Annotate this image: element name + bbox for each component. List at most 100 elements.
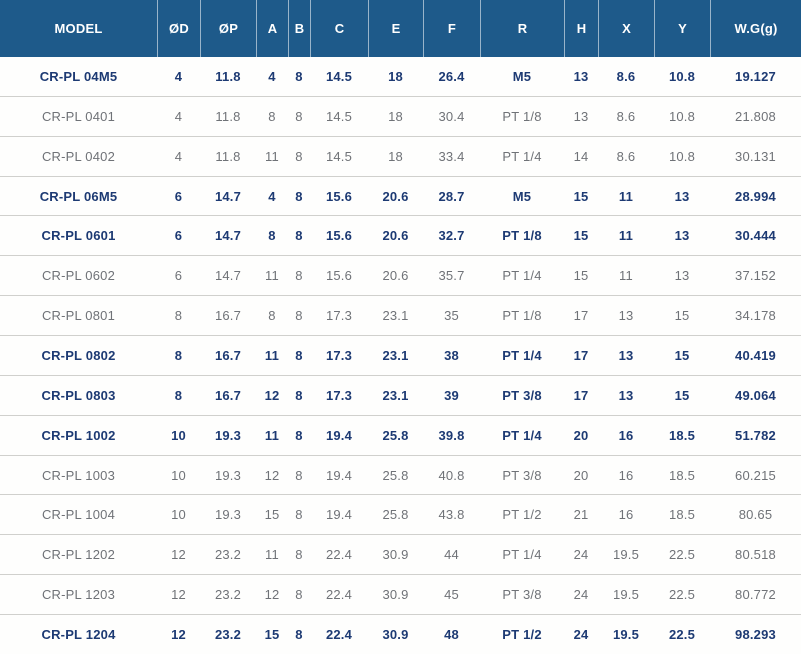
cell-model: CR-PL 0803 <box>41 387 116 403</box>
cell-b: 8 <box>295 148 303 164</box>
cell-h: 24 <box>573 587 589 603</box>
cell-x: 16 <box>618 507 634 523</box>
cell-y: 13 <box>674 268 690 284</box>
cell-c: 17.3 <box>325 308 353 324</box>
header-cell-model: MODEL <box>54 21 103 36</box>
table-row: CR-PL 0803 8 16.7 12 8 17.3 23.1 39 PT 3/8 17 13 15… <box>0 374 801 415</box>
cell-a: 8 <box>268 108 276 124</box>
cell-op: 14.7 <box>214 188 242 204</box>
cell-b: 8 <box>295 387 303 403</box>
header-cell-b: B <box>288 0 310 57</box>
cell-f: 40.8 <box>438 467 465 483</box>
cell-r: PT 3/8 <box>502 387 542 403</box>
table-row: CR-PL 1002 10 19.3 11 8 19.4 25.8 39.8 PT 1/4 20 1… <box>0 414 801 455</box>
cell-r: PT 1/4 <box>502 427 542 443</box>
cell-c: 15.6 <box>325 268 353 284</box>
table-body: CR-PL 04M5 4 11.8 4 8 14.5 18 26.4 M5 13 8.6 10.8 19… <box>0 57 801 654</box>
cell-f: 32.7 <box>438 228 465 244</box>
cell-h: 14 <box>573 148 589 164</box>
cell-model: CR-PL 0401 <box>41 108 116 124</box>
cell-a: 15 <box>264 626 280 642</box>
cell-y: 15 <box>674 387 690 403</box>
cell-wg: 40.419 <box>735 347 776 363</box>
cell-h: 15 <box>573 228 589 244</box>
cell-f: 26.4 <box>438 68 465 84</box>
cell-r: PT 1/4 <box>502 148 542 164</box>
cell-wg: 19.127 <box>735 68 776 84</box>
cell-b: 8 <box>295 308 303 324</box>
table-row: CR-PL 1004 10 19.3 15 8 19.4 25.8 43.8 PT 1/2 21 1… <box>0 494 801 535</box>
cell-e: 23.1 <box>382 347 409 363</box>
cell-y: 15 <box>674 347 690 363</box>
cell-e: 20.6 <box>382 188 409 204</box>
cell-h: 21 <box>573 507 589 523</box>
cell-od: 4 <box>174 108 183 124</box>
cell-op: 16.7 <box>214 387 242 403</box>
cell-y: 13 <box>674 228 690 244</box>
cell-b: 8 <box>295 188 303 204</box>
cell-model: CR-PL 1002 <box>41 427 116 443</box>
header-cell-wg: W.G(g) <box>710 0 801 57</box>
cell-f: 44 <box>444 547 459 563</box>
cell-y: 18.5 <box>668 467 696 483</box>
cell-r: PT 3/8 <box>502 587 542 603</box>
cell-f: 43.8 <box>438 507 465 523</box>
header-cell-h: H <box>564 0 598 57</box>
cell-x: 8.6 <box>616 108 636 124</box>
cell-h: 20 <box>573 427 589 443</box>
header-cell-a: A <box>256 0 288 57</box>
cell-c: 14.5 <box>325 68 353 84</box>
cell-r: PT 1/4 <box>502 268 542 284</box>
cell-x: 11 <box>619 268 633 284</box>
cell-wg: 98.293 <box>735 626 776 642</box>
cell-wg: 80.518 <box>735 547 776 563</box>
cell-f: 28.7 <box>438 188 465 204</box>
cell-b: 8 <box>295 228 303 244</box>
table-row: CR-PL 1204 12 23.2 15 8 22.4 30.9 48 PT 1/2 24 19.… <box>0 614 801 654</box>
cell-wg: 51.782 <box>735 427 776 443</box>
cell-model: CR-PL 0801 <box>41 308 116 324</box>
cell-model: CR-PL 1003 <box>41 467 116 483</box>
cell-a: 11 <box>264 347 280 363</box>
cell-b: 8 <box>295 427 303 443</box>
table-row: CR-PL 0602 6 14.7 11 8 15.6 20.6 35.7 PT 1/4 15 11… <box>0 255 801 296</box>
header-cell-op: ØP <box>200 0 256 57</box>
cell-h: 15 <box>573 268 589 284</box>
table-row: CR-PL 0802 8 16.7 11 8 17.3 23.1 38 PT 1/4 17 13 15… <box>0 335 801 375</box>
cell-r: PT 1/2 <box>502 507 542 523</box>
cell-r: PT 1/8 <box>502 108 542 124</box>
cell-model: CR-PL 1203 <box>41 587 116 603</box>
cell-x: 16 <box>618 467 634 483</box>
cell-c: 17.3 <box>325 347 353 363</box>
table-row: CR-PL 06M5 6 14.7 4 8 15.6 20.6 28.7 M5 15 11 13 28.… <box>0 175 801 216</box>
cell-c: 14.5 <box>325 148 353 164</box>
cell-e: 23.1 <box>382 387 409 403</box>
cell-r: PT 1/4 <box>502 547 542 563</box>
cell-y: 22.5 <box>668 587 696 603</box>
table-row: CR-PL 0601 6 14.7 8 8 15.6 20.6 32.7 PT 1/8 15 11 1… <box>0 215 801 256</box>
cell-x: 8.6 <box>616 148 636 164</box>
cell-od: 10 <box>171 427 186 443</box>
cell-x: 19.5 <box>612 626 640 642</box>
cell-a: 8 <box>268 228 276 244</box>
cell-e: 20.6 <box>382 268 409 284</box>
cell-op: 16.7 <box>214 308 242 324</box>
cell-e: 30.9 <box>382 587 409 603</box>
cell-a: 11 <box>265 547 279 563</box>
cell-e: 18 <box>388 108 403 124</box>
cell-b: 8 <box>295 587 303 603</box>
cell-y: 13 <box>674 188 690 204</box>
cell-e: 25.8 <box>382 467 409 483</box>
cell-od: 6 <box>174 268 183 284</box>
table-row: CR-PL 1003 10 19.3 12 8 19.4 25.8 40.8 PT 3/8 20 1… <box>0 454 801 495</box>
cell-y: 10.8 <box>668 148 696 164</box>
cell-r: M5 <box>512 188 532 204</box>
cell-b: 8 <box>295 108 303 124</box>
cell-y: 15 <box>674 308 690 324</box>
cell-h: 24 <box>573 626 589 642</box>
cell-a: 4 <box>268 68 276 84</box>
table-row: CR-PL 1203 12 23.2 12 8 22.4 30.9 45 PT 3/8 24 19.… <box>0 574 801 615</box>
cell-op: 14.7 <box>214 268 242 284</box>
cell-x: 19.5 <box>612 547 640 563</box>
